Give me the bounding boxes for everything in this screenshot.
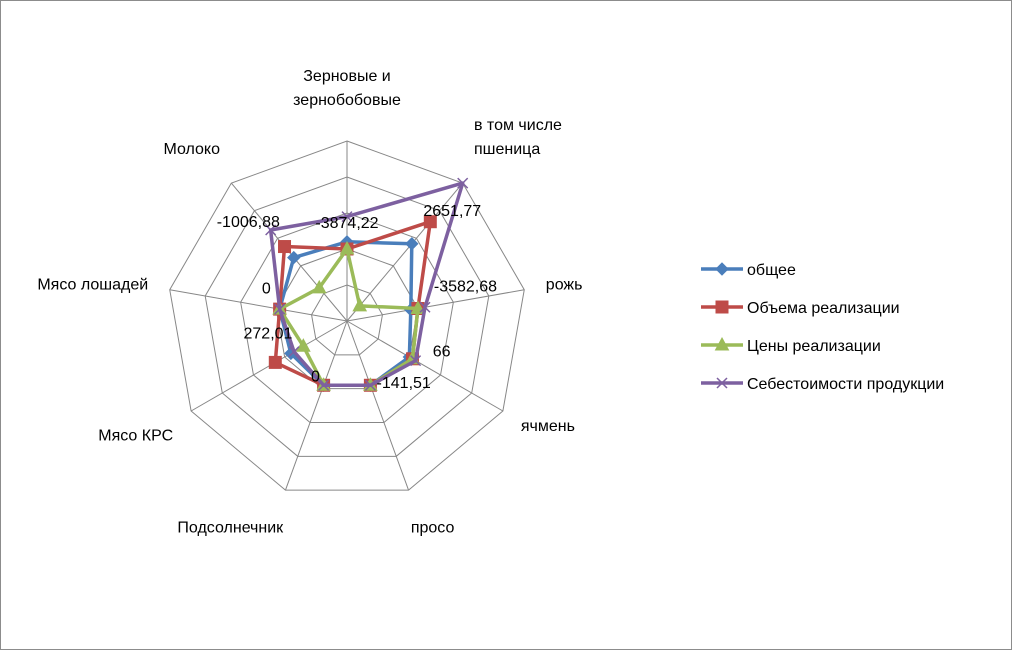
grid-ring <box>311 284 383 356</box>
series-point <box>268 355 282 369</box>
series-point <box>341 211 353 223</box>
legend-item: Объема реализации <box>701 300 900 317</box>
data-labels: -3874,22 2651,77 -3582,68 66-141,51 0 272,01 0… <box>217 203 497 392</box>
legend-item: общее <box>701 262 796 279</box>
grid-spoke <box>346 320 504 412</box>
grid-spoke <box>346 320 410 491</box>
grid-spoke <box>346 289 525 322</box>
category-label: Подсолнечник <box>177 520 284 537</box>
grid-spoke <box>284 320 348 491</box>
series-point <box>339 240 355 255</box>
series-point <box>364 379 376 391</box>
series-point <box>716 377 728 389</box>
category-label: Мясо КРС <box>98 427 173 444</box>
category-label: в том числе пшеница <box>474 117 562 158</box>
category-label: просо <box>411 520 455 537</box>
series-point <box>288 346 300 358</box>
legend-label: общее <box>747 262 796 279</box>
series-point <box>715 300 729 314</box>
legend-item: Цены реализации <box>701 336 881 355</box>
legend-item: Себестоимости продукции <box>701 376 944 393</box>
series-point <box>274 303 286 315</box>
data-label: -3874,22 <box>315 215 378 232</box>
series-point <box>311 279 327 294</box>
series-point <box>457 177 469 189</box>
series-point <box>296 338 311 352</box>
series-point <box>714 336 730 351</box>
series-point <box>423 215 437 229</box>
data-label: -141,51 <box>377 375 431 392</box>
series-line <box>268 181 465 388</box>
data-label: 66 <box>433 344 451 361</box>
category-label: ячмень <box>521 418 575 435</box>
series-point <box>265 224 277 236</box>
grid-ring <box>204 176 490 457</box>
legend-label: Себестоимости продукции <box>747 376 944 393</box>
series-4 <box>265 177 469 391</box>
category-label: Зерновые и зернобобовые <box>293 68 401 109</box>
data-label: 0 <box>262 281 271 298</box>
data-label: -3582,68 <box>434 279 497 296</box>
series-point <box>318 379 330 391</box>
category-labels: Зерновые и зернобобовые в том числе пшеница… <box>37 68 582 537</box>
legend-label: Цены реализации <box>747 338 881 355</box>
grid-ring <box>275 248 419 390</box>
data-label: 2651,77 <box>423 203 481 220</box>
data-label: 272,01 <box>244 326 293 343</box>
category-label: Мясо лошадей <box>37 276 148 293</box>
series-point <box>410 355 422 367</box>
grid-ring <box>169 140 525 491</box>
series-layer <box>265 177 469 392</box>
grid-spoke <box>346 182 464 322</box>
series-point <box>405 237 419 251</box>
data-label: -1006,88 <box>217 214 280 231</box>
series-point <box>287 250 301 265</box>
grid-spoke <box>169 289 348 322</box>
category-label: Молоко <box>163 141 220 158</box>
legend: общее Объема реализации Цены реализации Себ… <box>701 262 944 393</box>
radar-grid <box>169 140 525 491</box>
data-label: 0 <box>311 368 320 385</box>
series-point <box>352 297 368 312</box>
category-label: рожь <box>546 276 583 293</box>
series-point <box>419 301 431 313</box>
legend-label: Объема реализации <box>747 300 900 317</box>
series-point <box>278 240 292 254</box>
series-point <box>715 262 729 276</box>
